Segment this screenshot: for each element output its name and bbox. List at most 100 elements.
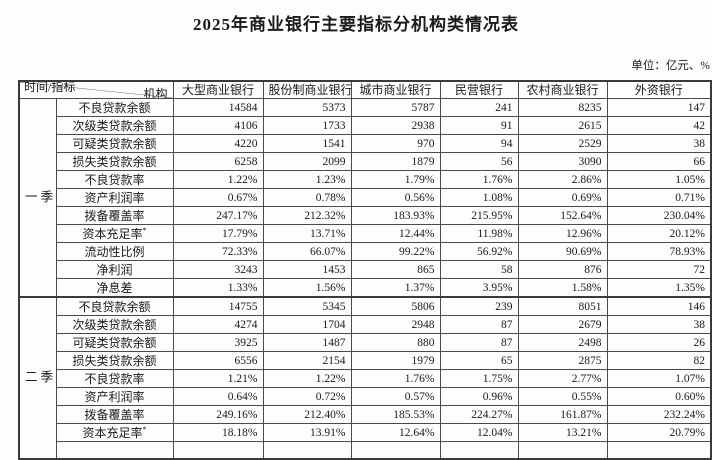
indicator-label: 资本充足率*: [55, 423, 174, 442]
indicator-label: 可疑类贷款余额: [55, 134, 174, 153]
value-cell: 20.79%: [606, 423, 712, 442]
value-cell: 87: [439, 333, 519, 352]
value-cell: 2615: [517, 116, 608, 135]
value-cell: [517, 441, 608, 460]
value-cell: 183.93%: [350, 206, 441, 225]
value-cell: 18.18%: [172, 423, 264, 442]
value-cell: 0.78%: [262, 188, 352, 207]
value-cell: 1979: [350, 351, 441, 370]
unit-label: 单位：亿元、%: [631, 60, 710, 72]
table-row: 拨备覆盖率 247.17% 212.32% 183.93% 215.95% 152.64%…: [19, 206, 712, 225]
value-cell: 4106: [172, 116, 264, 135]
value-cell: 2498: [517, 333, 608, 352]
value-cell: 147: [606, 98, 712, 117]
value-cell: 11.98%: [439, 224, 519, 243]
table-row: 不良贷款率 1.22% 1.23% 1.79% 1.76% 2.86% 1.05%: [19, 170, 712, 189]
table-row: 净利润 3243 1453 865 58 876 72: [19, 260, 712, 279]
value-cell: 94: [439, 134, 519, 153]
indicator-label: 损失类贷款余额: [55, 152, 174, 171]
value-cell: 56: [439, 152, 519, 171]
value-cell: 12.96%: [517, 224, 608, 243]
value-cell: [439, 441, 519, 460]
value-cell: 42: [606, 116, 712, 135]
indicator-label: 不良贷款余额: [55, 296, 174, 316]
value-cell: 0.69%: [517, 188, 608, 207]
value-cell: 241: [439, 98, 519, 117]
indicator-label: 不良贷款率: [55, 170, 174, 189]
value-cell: 876: [517, 260, 608, 279]
table-row: 拨备覆盖率 249.16% 212.40% 185.53% 224.27% 161.87%…: [19, 405, 712, 424]
value-cell: 6556: [172, 351, 264, 370]
value-cell: 1.22%: [172, 170, 264, 189]
value-cell: 12.44%: [350, 224, 441, 243]
value-cell: 56.92%: [439, 242, 519, 261]
table-row: 不良贷款率 1.21% 1.22% 1.76% 1.75% 2.77% 1.07%: [19, 369, 712, 388]
column-header-1: 股份制商业银行: [262, 80, 352, 99]
column-header-4: 农村商业银行: [517, 80, 608, 99]
value-cell: 152.64%: [517, 206, 608, 225]
table-row: 资本充足率* 18.18% 13.91% 12.64% 12.04% 13.21% 20.7…: [19, 423, 712, 442]
corner-cell: 机构 时间/指标: [18, 80, 174, 99]
value-cell: 0.64%: [172, 387, 264, 406]
indicator-label: 资产利润率: [55, 188, 174, 207]
indicator-label: 拨备覆盖率: [55, 405, 174, 424]
table-row: 损失类贷款余额 6258 2099 1879 56 3090 66: [19, 152, 712, 171]
value-cell: 1733: [262, 116, 352, 135]
value-cell: 5345: [262, 296, 352, 316]
table-row: 一 季 度不良贷款余额14584537357872418235147: [18, 98, 712, 298]
value-cell: 0.56%: [350, 188, 441, 207]
value-cell: 14755: [172, 296, 264, 316]
table-row: 流动性比例 72.33% 66.07% 99.22% 56.92% 90.69% 78.93…: [19, 242, 712, 261]
value-cell: 4274: [172, 315, 264, 334]
value-cell: 2.77%: [517, 369, 608, 388]
value-cell: 17.79%: [172, 224, 264, 243]
footnote-marker: *: [142, 425, 147, 434]
column-header-5: 外资银行: [606, 80, 712, 99]
value-cell: 2154: [262, 351, 352, 370]
value-cell: 2.86%: [517, 170, 608, 189]
value-cell: 185.53%: [350, 405, 441, 424]
value-cell: 82: [606, 351, 712, 370]
value-cell: 0.55%: [517, 387, 608, 406]
value-cell: 1.33%: [172, 278, 264, 298]
diagonal-divider: [20, 82, 170, 98]
table-row: 次级类贷款余额 4106 1733 2938 91 2615 42: [19, 116, 712, 135]
value-cell: 1704: [262, 315, 352, 334]
value-cell: 99.22%: [350, 242, 441, 261]
value-cell: 230.04%: [606, 206, 712, 225]
indicator-label: 不良贷款余额: [55, 98, 174, 117]
value-cell: 1.22%: [262, 369, 352, 388]
value-cell: 65: [439, 351, 519, 370]
table-row: 资本充足率* 17.79% 13.71% 12.44% 11.98% 12.96% 20.1…: [19, 224, 712, 243]
value-cell: 8235: [517, 98, 608, 117]
value-cell: [172, 441, 264, 460]
value-cell: 224.27%: [439, 405, 519, 424]
value-cell: 72: [606, 260, 712, 279]
value-cell: 1.23%: [262, 170, 352, 189]
value-cell: 0.67%: [172, 188, 264, 207]
value-cell: 8051: [517, 296, 608, 316]
value-cell: 1453: [262, 260, 352, 279]
value-cell: 4220: [172, 134, 264, 153]
value-cell: 14584: [172, 98, 264, 117]
table-row: 可疑类贷款余额 3925 1487 880 87 2498 26: [19, 333, 712, 352]
indicator-label: [55, 441, 174, 460]
page-title: 2025年商业银行主要指标分机构类情况表: [193, 15, 519, 34]
value-cell: 1541: [262, 134, 352, 153]
header-row: 机构 时间/指标 大型商业银行 股份制商业银行 城市商业银行 民营银行 农村商业银行 外资…: [18, 80, 712, 99]
value-cell: 212.40%: [262, 405, 352, 424]
value-cell: 232.24%: [606, 405, 712, 424]
value-cell: 90.69%: [517, 242, 608, 261]
indicator-label: 次级类贷款余额: [55, 315, 174, 334]
value-cell: 2529: [517, 134, 608, 153]
value-cell: 3090: [517, 152, 608, 171]
value-cell: 212.32%: [262, 206, 352, 225]
value-cell: 2679: [517, 315, 608, 334]
value-cell: 1879: [350, 152, 441, 171]
value-cell: 20.12%: [606, 224, 712, 243]
corner-label-institution: 机构: [143, 87, 168, 99]
corner-label-time-indicator: 时间/指标: [24, 81, 76, 94]
value-cell: 72.33%: [172, 242, 264, 261]
column-header-3: 民营银行: [439, 80, 519, 99]
value-cell: 66: [606, 152, 712, 171]
